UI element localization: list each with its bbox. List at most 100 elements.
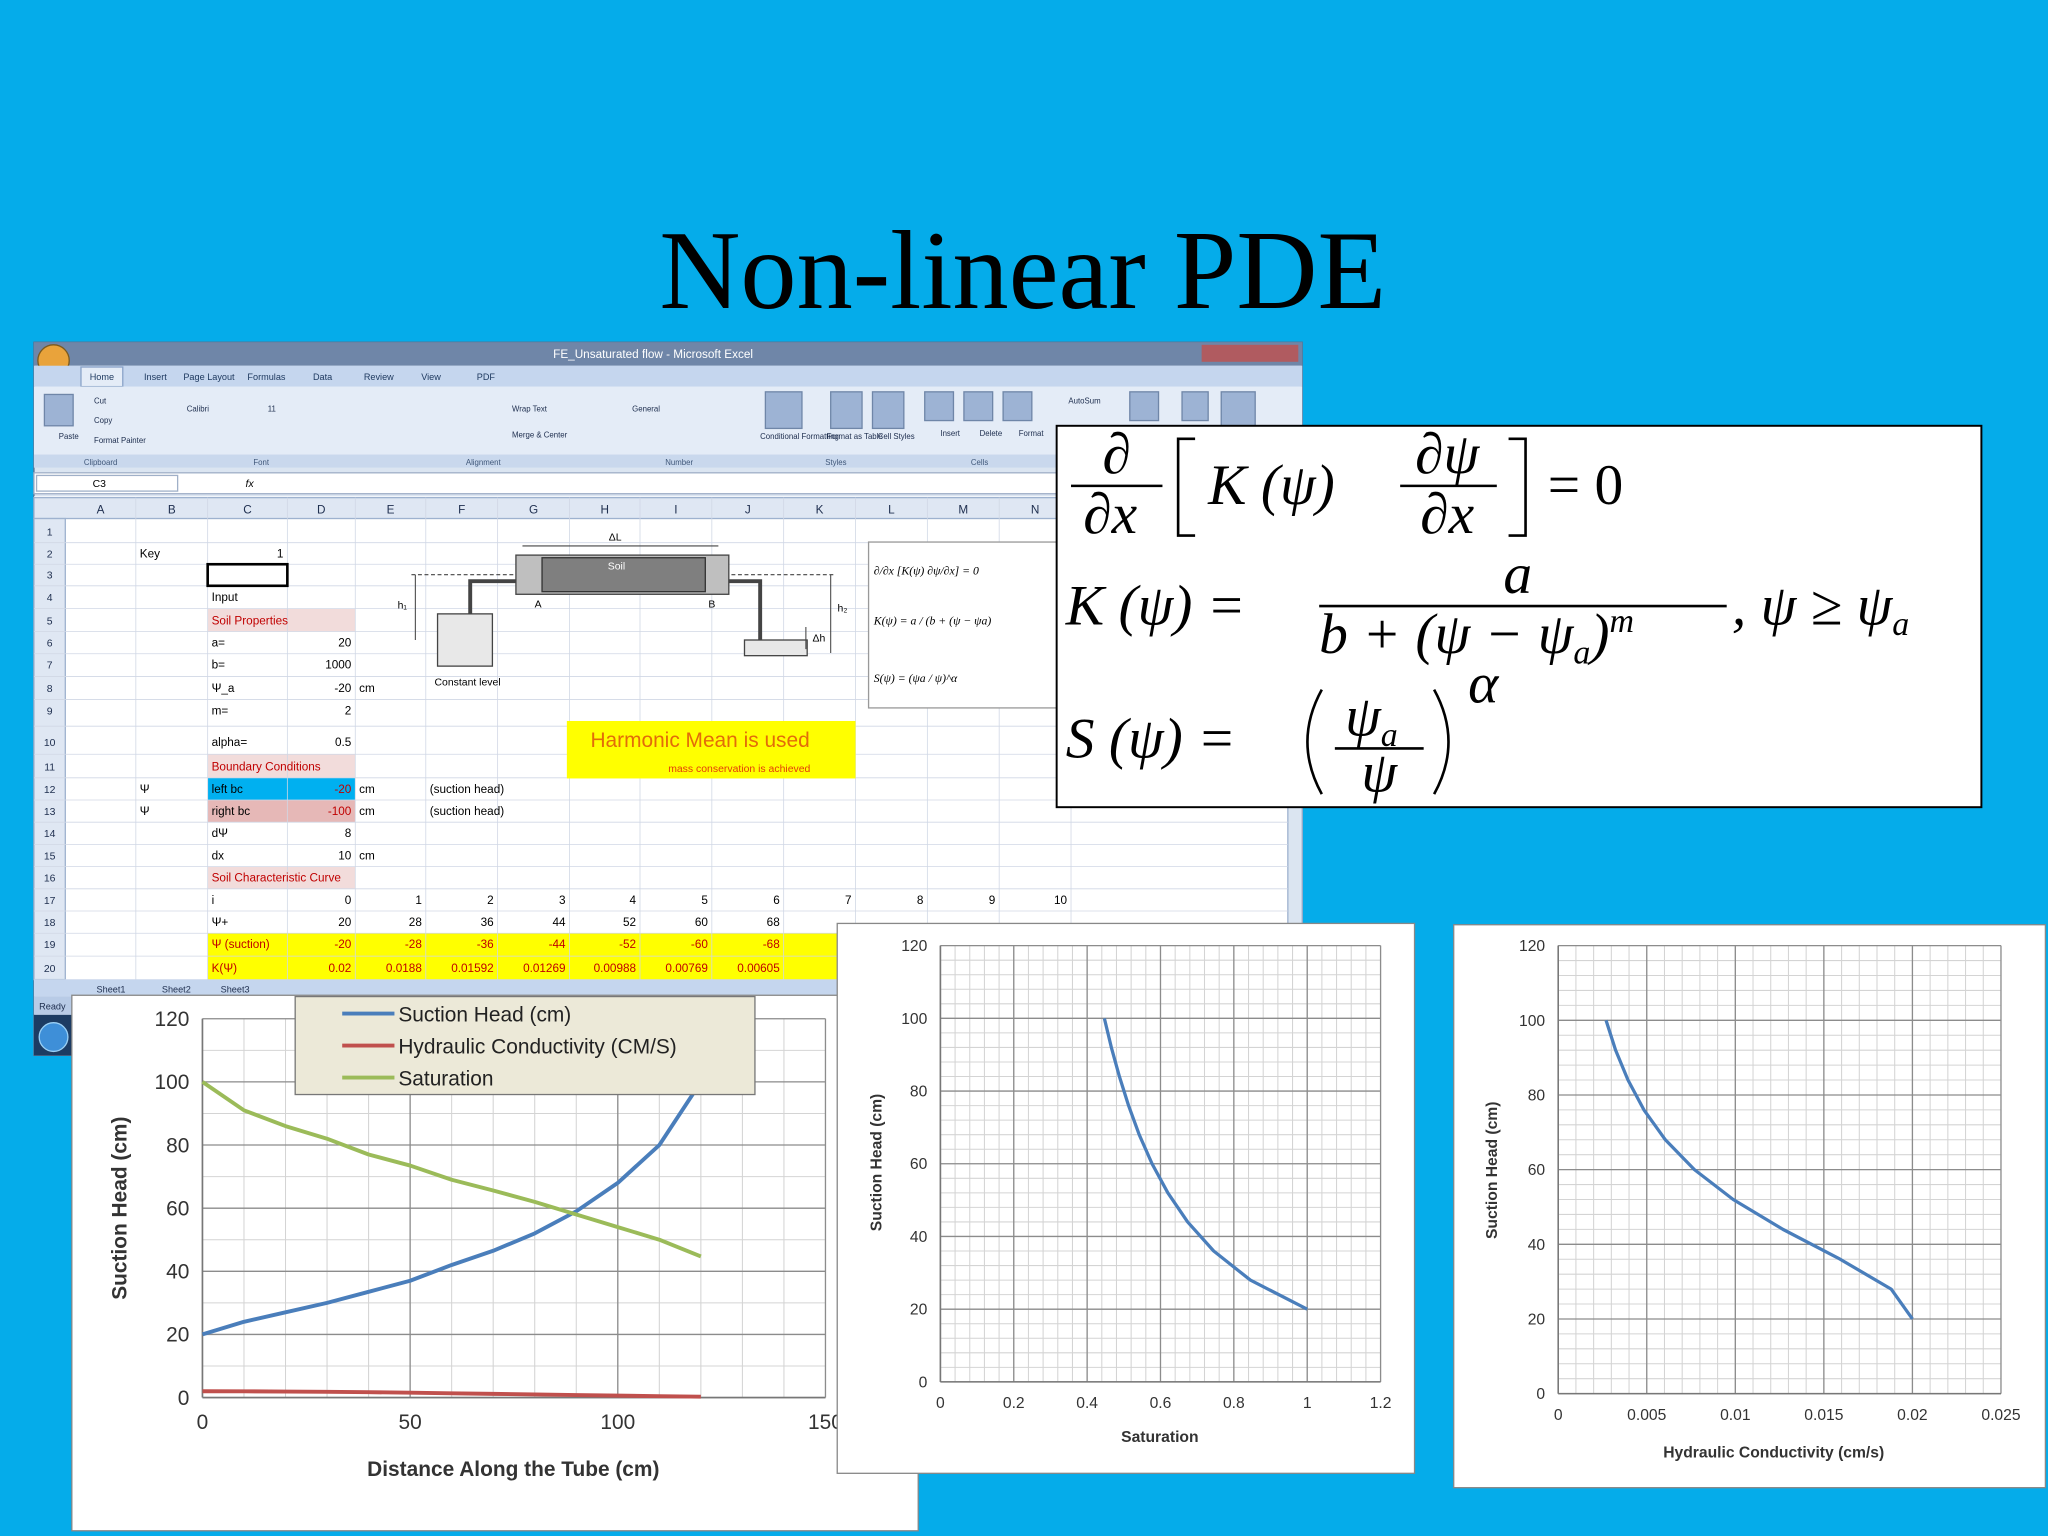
ribbon-group-label: Cells <box>971 458 988 467</box>
bracket <box>1508 437 1527 537</box>
eq-text: ∂x <box>1083 483 1137 546</box>
data-line <box>201 1080 702 1259</box>
y-axis-title: Suction Head (cm) <box>869 1094 886 1231</box>
paren <box>1306 689 1323 795</box>
fx-label: fx <box>246 479 255 490</box>
row-header: 1 <box>47 528 53 539</box>
x-tick-label: 0.02 <box>1897 1407 1927 1424</box>
row-header: 10 <box>44 738 56 749</box>
cell-text: 10 <box>338 849 352 862</box>
cell-fill <box>207 933 856 957</box>
cell-text: 0.0188 <box>386 962 422 975</box>
diagram-label: ΔL <box>609 533 622 544</box>
eq-text: ψ <box>1345 685 1382 748</box>
y-tick-label: 100 <box>155 1071 190 1094</box>
cell-text: Key <box>140 548 160 561</box>
column-header: B <box>168 503 176 516</box>
window-title: FE_Unsaturated flow - Microsoft Excel <box>553 348 753 361</box>
chart: 0 0.2 0.4 0.6 0.8 1 1.2 0 20 40 60 80 100 120 Saturati… <box>836 922 1416 1474</box>
status-text: Ready <box>39 1002 66 1012</box>
ribbon-icon <box>830 391 863 430</box>
cell-text: 0.00769 <box>665 962 707 975</box>
data-line <box>1102 1017 1308 1311</box>
column-header: N <box>1031 503 1040 516</box>
row-header: 15 <box>44 851 56 862</box>
eq-text: ∂x <box>1420 483 1474 546</box>
ribbon-tab: Data <box>313 372 333 382</box>
eq-text: S (ψ) = <box>1066 708 1236 771</box>
cell-text: Boundary Conditions <box>212 761 321 774</box>
note-sub: mass conservation is achieved <box>668 764 810 775</box>
paren <box>1432 689 1450 795</box>
y-tick-label: 0 <box>178 1387 190 1410</box>
cell-text: Ψ_a <box>212 682 235 695</box>
cell-text: 20 <box>338 916 352 929</box>
row-header: 11 <box>44 763 55 774</box>
tab-row <box>33 365 1303 387</box>
ribbon-tab: PDF <box>477 372 496 382</box>
cell-text: Soil Characteristic Curve <box>212 872 342 885</box>
x-tick-label: 0 <box>1554 1407 1563 1424</box>
cell-text: -44 <box>549 938 566 951</box>
y-tick-label: 20 <box>166 1324 189 1347</box>
cell-text: 0 <box>345 894 352 907</box>
cell-text: i <box>212 894 215 907</box>
note-heading: Harmonic Mean is used <box>590 729 809 752</box>
ribbon-icon <box>1002 391 1033 422</box>
cell-text: 28 <box>409 916 423 929</box>
y-tick-label: 80 <box>166 1134 189 1157</box>
row-header: 12 <box>44 785 56 796</box>
equation-box: ∂ ∂x K (ψ) ∂ψ ∂x = 0 K (ψ) = a b + (ψ − … <box>1055 423 1983 809</box>
eq-text: b + (ψ − ψ <box>1319 603 1575 666</box>
eq-text: , ψ ≥ ψ <box>1732 574 1894 637</box>
column-header: L <box>888 503 895 516</box>
equation-image-text: ∂/∂x [K(ψ) ∂ψ/∂x] = 0 <box>874 565 979 578</box>
data-line <box>1604 1019 1914 1320</box>
cell-text: Ψ <box>140 805 150 818</box>
cell-text: 9 <box>989 894 996 907</box>
equation-frame <box>1055 424 1983 809</box>
row-header: 17 <box>44 896 56 907</box>
eq-subscript: a <box>1573 635 1590 672</box>
x-tick-label: 0.01 <box>1720 1407 1750 1424</box>
ribbon-button: Calibri <box>187 404 209 413</box>
equation-image <box>867 541 1066 709</box>
name-box-text: C3 <box>93 479 107 490</box>
cell-text: Ψ <box>140 783 150 796</box>
cell-fill <box>207 800 356 823</box>
cell-text: 1 <box>277 548 284 561</box>
x-axis-title: Hydraulic Conductivity (cm/s) <box>1663 1445 1884 1462</box>
x-axis-title: Distance Along the Tube (cm) <box>367 1458 659 1481</box>
x-tick-label: 0.6 <box>1150 1395 1172 1412</box>
ribbon-icon <box>924 391 955 422</box>
diagram-label: B <box>708 599 715 610</box>
eq-text: K (ψ) <box>1207 454 1335 517</box>
cell-text: 3 <box>559 894 566 907</box>
ribbon-button: Format <box>1019 429 1045 438</box>
ribbon-group-label: Number <box>665 458 693 467</box>
cell-text: 2 <box>345 704 352 717</box>
diagram-label: h₂ <box>838 603 848 614</box>
cell-text: 0.5 <box>335 736 352 749</box>
cell-text: 0.00605 <box>737 962 780 975</box>
ribbon-button: Conditional Formatting <box>760 432 839 441</box>
name-box <box>35 474 179 492</box>
diagram-label: Constant level <box>435 678 501 689</box>
cell-text: cm <box>359 682 375 695</box>
cell-text: -60 <box>691 938 708 951</box>
y-axis-title: Suction Head (cm) <box>1484 1102 1501 1239</box>
column-header: J <box>745 503 751 516</box>
x-axis-title: Saturation <box>1121 1429 1198 1446</box>
cell-text: 2 <box>487 894 494 907</box>
y-tick-label: 100 <box>1519 1013 1545 1030</box>
ribbon-tab: Insert <box>144 372 167 382</box>
cell-text: right bc <box>212 805 251 818</box>
chart: 0 50 100 150 0 20 40 60 80 100 120 Distance Along t… <box>71 994 919 1532</box>
sheet-tab: Sheet1 <box>97 985 126 995</box>
x-tick-label: 0.015 <box>1804 1407 1843 1424</box>
y-tick-label: 120 <box>901 938 927 955</box>
row-header: 20 <box>44 964 56 975</box>
eq-text: ∂ψ <box>1415 423 1480 486</box>
ribbon-button: Paste <box>59 432 79 441</box>
